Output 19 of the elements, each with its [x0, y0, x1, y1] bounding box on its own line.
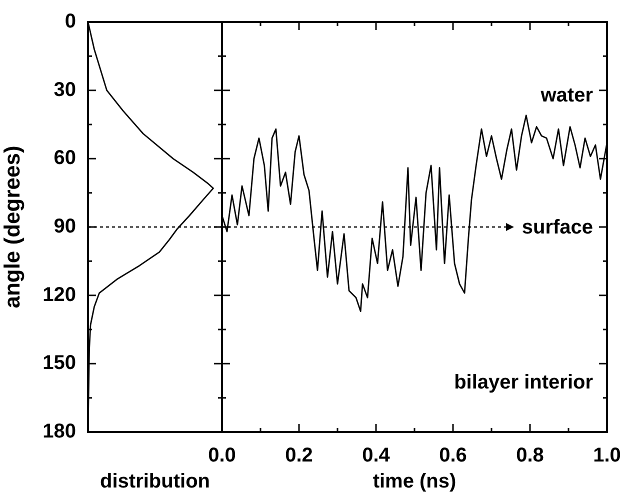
x-tick-label: 0.6	[439, 444, 467, 467]
x-tick-label: 0.2	[285, 444, 313, 467]
x-tick-label: 0.8	[516, 444, 544, 467]
y-tick-label: 180	[42, 420, 76, 443]
y-tick-label: 60	[54, 147, 76, 170]
ref-line-label: surface	[522, 216, 594, 239]
y-tick-label: 90	[54, 216, 76, 238]
annotation: water	[540, 84, 594, 106]
x-axis-title: time (ns)	[372, 470, 456, 493]
y-tick-label: 120	[42, 284, 76, 306]
x-tick-label: 1.0	[593, 444, 621, 467]
y-tick-label: 150	[42, 352, 76, 374]
x-tick-label: 0.4	[362, 444, 391, 467]
x-axis-title: distribution	[100, 470, 210, 493]
x-tick-label: 0.0	[208, 444, 236, 467]
y-tick-label: 0	[64, 10, 76, 33]
y-axis-title: angle (degrees)	[0, 146, 24, 308]
y-tick-label: 30	[54, 78, 76, 101]
annotation: bilayer interior	[454, 371, 594, 394]
